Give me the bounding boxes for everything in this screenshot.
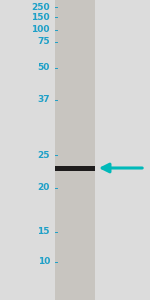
Text: 100: 100	[32, 26, 50, 34]
Text: 75: 75	[37, 38, 50, 46]
Text: 250: 250	[31, 2, 50, 11]
Text: 15: 15	[38, 227, 50, 236]
Text: 50: 50	[38, 64, 50, 73]
Text: 25: 25	[38, 151, 50, 160]
Text: 10: 10	[38, 257, 50, 266]
Text: 37: 37	[37, 95, 50, 104]
Text: 150: 150	[31, 13, 50, 22]
Text: 20: 20	[38, 184, 50, 193]
